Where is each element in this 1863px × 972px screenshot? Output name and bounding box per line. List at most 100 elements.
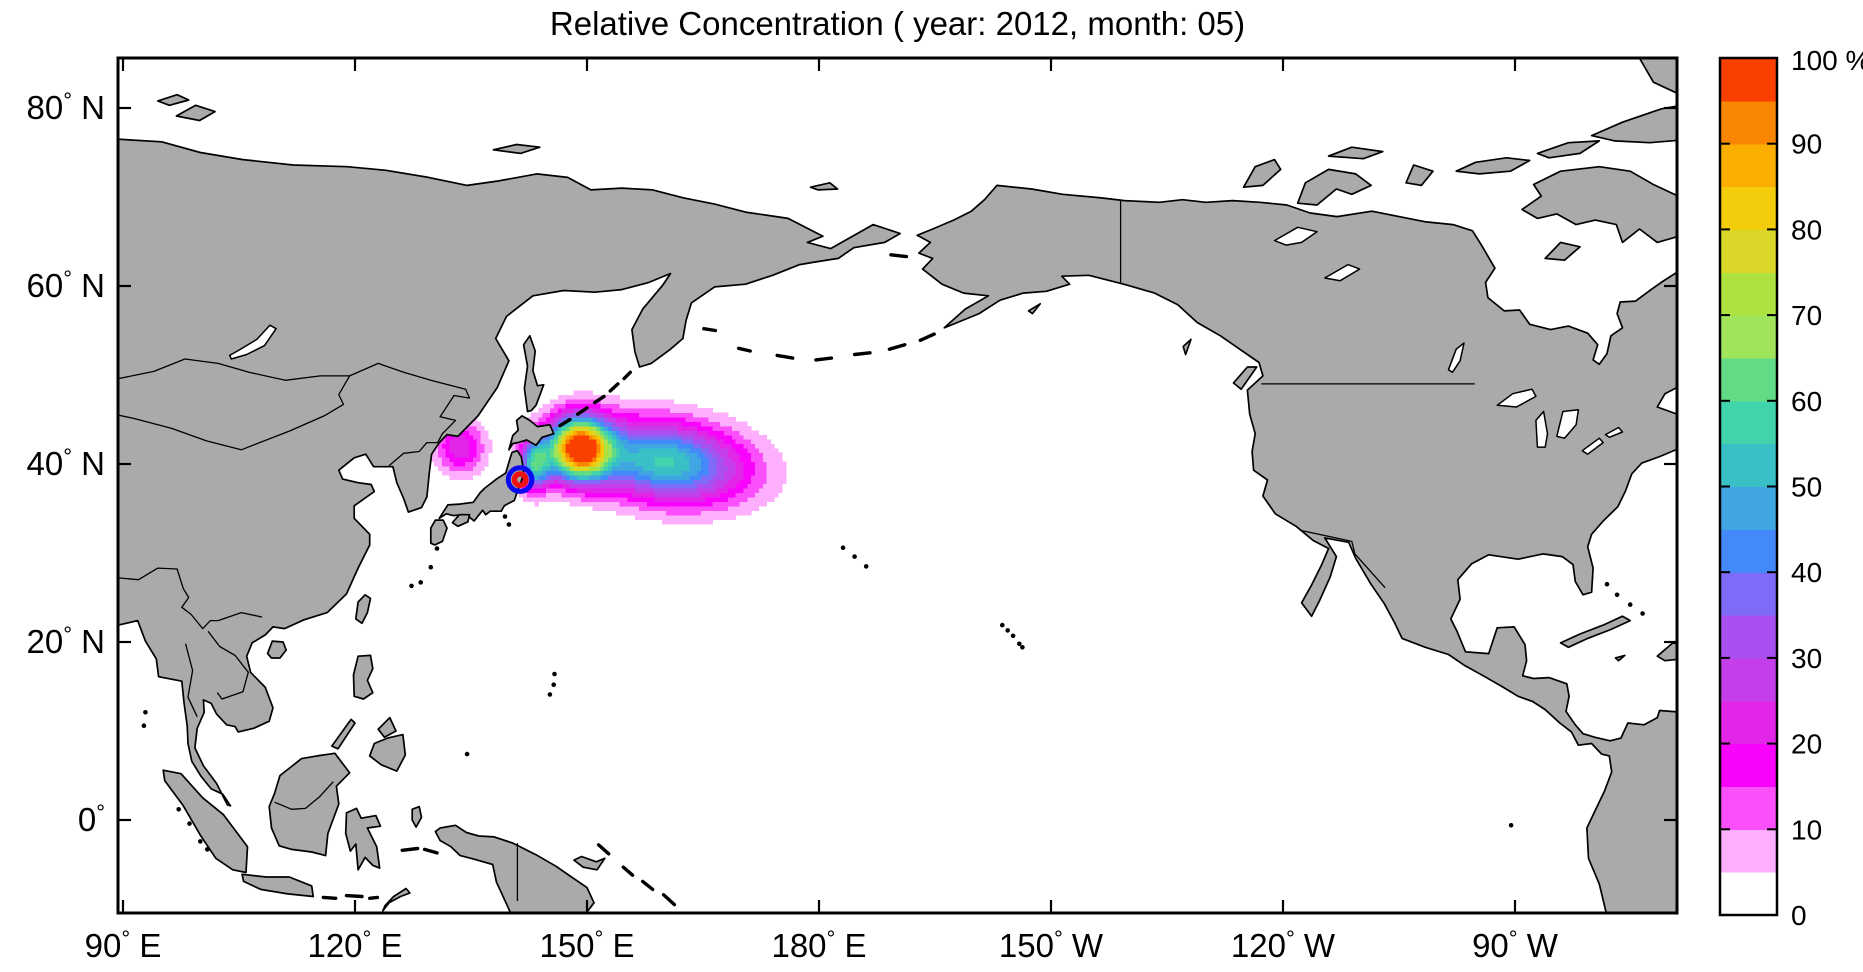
landmass-severnaya-zemlya-1	[175, 104, 216, 122]
korea-border	[388, 441, 438, 467]
hawaii	[1005, 628, 1010, 633]
landmass-victoria-island	[1296, 168, 1373, 206]
landmass-new-britain	[573, 855, 606, 871]
commander-islands	[702, 327, 718, 333]
y-tick-label: 80° N	[26, 88, 105, 126]
x-tick-label: 150° E	[539, 926, 634, 964]
hawaii	[1000, 622, 1005, 628]
kuril-islands	[622, 370, 632, 381]
colorbar-tick-label: 60	[1791, 386, 1822, 417]
great-bear-lake	[1273, 226, 1318, 246]
bahamas	[1604, 581, 1610, 587]
landmass-eurasia	[118, 138, 902, 807]
new-ireland	[596, 843, 611, 856]
kuril-islands	[608, 382, 620, 393]
source-marker	[505, 465, 535, 494]
chart-title: Relative Concentration ( year: 2012, mon…	[549, 5, 1246, 42]
seram	[400, 846, 420, 852]
colorbar-labels: 0 10 20 30 40 50 60 70 80 90 100 %	[1791, 45, 1863, 931]
x-axis-labels: 90° E 120° E 150° E 180° E 150° W 120° W 90° W	[85, 926, 1559, 964]
landmass-americas	[916, 184, 1677, 913]
x-tick-label: 90° W	[1472, 926, 1559, 964]
st-lawrence-island	[889, 253, 909, 259]
lake-baikal	[228, 324, 277, 360]
landmass-melville-island	[1327, 146, 1384, 160]
andaman-islands	[143, 710, 148, 715]
land-layer	[118, 58, 1677, 913]
mentawai-islands	[176, 807, 181, 812]
colorbar: 0 10 20 30 40 50 60 70 80 90 100 %	[1718, 45, 1863, 931]
colorbar-tick-label: 40	[1791, 557, 1822, 588]
ryukyu-islands	[434, 546, 440, 551]
lesser-sunda-islands	[368, 895, 380, 900]
lake-winnipeg	[1447, 342, 1465, 374]
y-tick-label: 60° N	[26, 266, 105, 304]
lake-huron	[1556, 408, 1580, 439]
landmass-hokkaido	[508, 415, 555, 451]
source-marker-inner-ring	[511, 471, 529, 488]
landmass-wrangel-island	[809, 181, 839, 191]
colorbar-tick-label: 10	[1791, 814, 1822, 845]
y-tick-label: 0°	[78, 800, 105, 838]
myanmar-thailand-border	[184, 643, 198, 718]
x-tick-label: 120° E	[307, 926, 402, 964]
bahamas	[1627, 602, 1633, 607]
izu-islands	[502, 514, 508, 519]
borders-layer	[118, 200, 1475, 901]
bahamas	[1614, 592, 1620, 598]
mariana-islands	[551, 682, 556, 687]
colorbar-tick-label: 0	[1791, 900, 1807, 931]
solomon-islands	[621, 865, 635, 877]
nw-hawaiian-islands	[863, 564, 869, 569]
landmass-baffin-island	[1521, 165, 1677, 244]
lakes-layer	[228, 226, 1624, 455]
source-marker-outer-ring	[505, 465, 535, 494]
x-tick-label: 150° W	[999, 926, 1104, 964]
kuril-islands	[558, 417, 572, 428]
colorbar-tick-label: 100 %	[1791, 45, 1863, 76]
colorbar-ticks	[1720, 142, 1777, 831]
landmass-kyushu	[429, 519, 448, 546]
landmass-banks-island	[1242, 158, 1282, 189]
map-frame	[116, 56, 1679, 915]
mexico-us-border	[1302, 530, 1386, 589]
aleutian-islands	[775, 353, 795, 360]
galapagos	[1508, 823, 1514, 828]
landmass-greenland-corner	[1638, 58, 1677, 95]
nw-hawaiian-islands	[852, 554, 857, 559]
landmass-sulawesi	[344, 807, 382, 871]
x-tick-label: 120° W	[1231, 926, 1336, 964]
hawaii	[1020, 645, 1025, 650]
landmass-shikoku	[451, 513, 471, 528]
aleutian-islands	[736, 346, 752, 353]
mariana-islands	[552, 671, 557, 677]
lake-michigan	[1535, 410, 1549, 448]
seram	[422, 847, 439, 855]
solomon-islands	[641, 879, 655, 892]
x-tick-label: 90° E	[85, 926, 162, 964]
mentawai-islands	[205, 847, 210, 852]
x-tick-label: 180° E	[771, 926, 866, 964]
colorbar-bands	[1720, 58, 1777, 916]
landmass-vancouver-island	[1232, 366, 1258, 391]
landmass-new-siberian-islands	[492, 143, 541, 155]
landmass-cuba	[1559, 615, 1632, 649]
landmass-hispaniola	[1656, 642, 1677, 662]
landmass-severnaya-zemlya-2	[156, 93, 190, 107]
landmass-sakhalin	[522, 334, 545, 413]
izu-islands	[506, 522, 512, 527]
lake-ontario	[1604, 426, 1624, 439]
landmass-southampton-island	[1544, 241, 1581, 262]
island-chains-layer	[321, 253, 936, 907]
hawaii	[1017, 641, 1022, 647]
aleutian-islands	[918, 332, 936, 342]
landmass-taiwan	[354, 593, 372, 625]
landmass-visayas	[377, 716, 397, 739]
landmass-hainan	[266, 640, 288, 659]
colorbar-tick-label: 70	[1791, 300, 1822, 331]
mongolia-border	[118, 358, 351, 451]
landmass-java	[241, 873, 315, 898]
mariana-islands	[547, 692, 553, 697]
